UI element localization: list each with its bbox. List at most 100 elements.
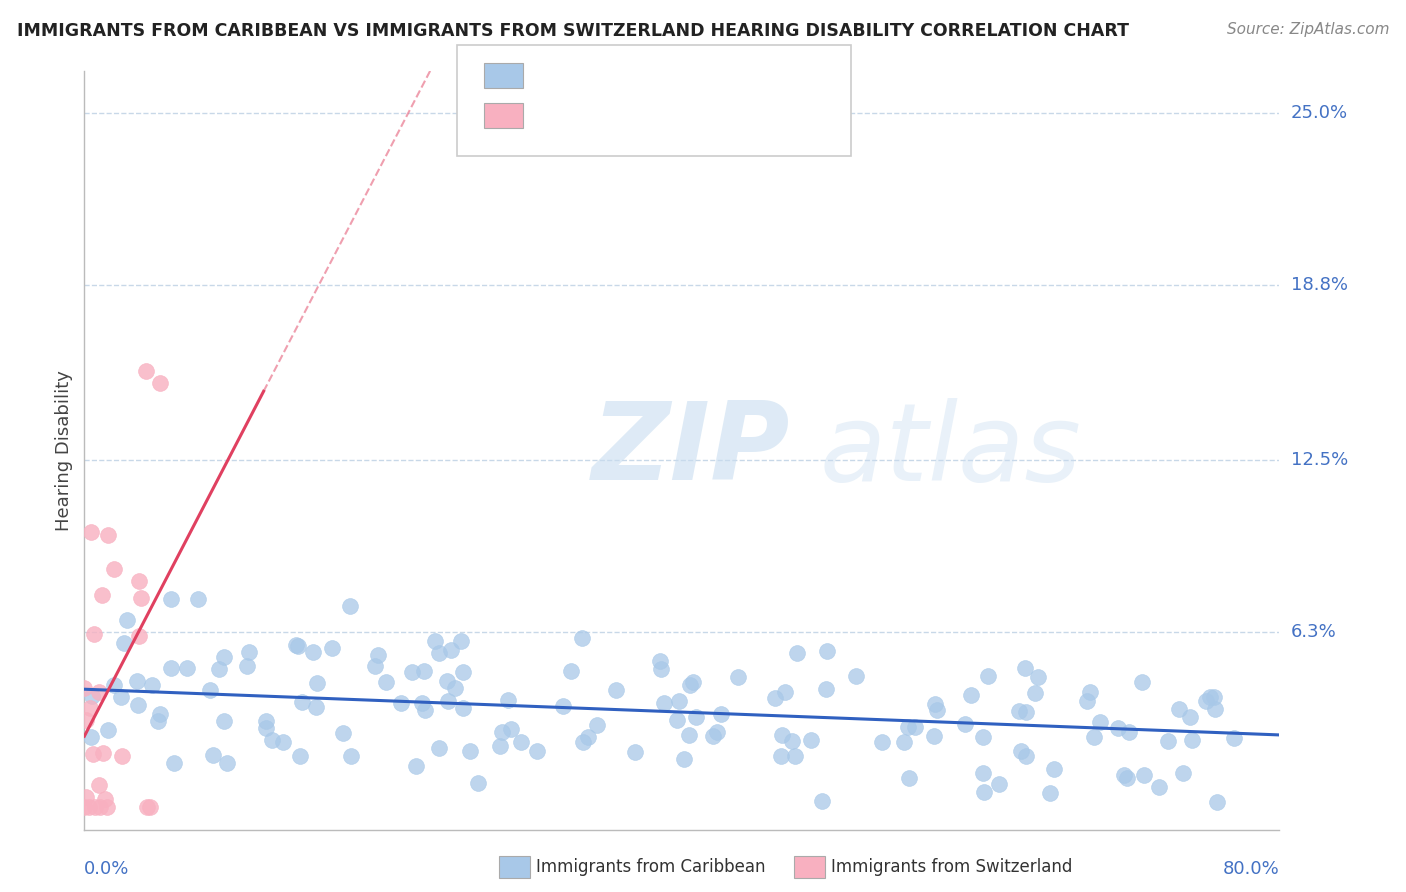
Point xyxy=(672,752,695,766)
Point xyxy=(870,735,893,749)
Point xyxy=(1198,690,1220,704)
Point xyxy=(374,675,396,690)
Point xyxy=(1156,734,1178,748)
Point xyxy=(1205,795,1227,809)
Point xyxy=(215,756,238,770)
Point xyxy=(972,731,994,745)
Point xyxy=(451,700,474,714)
Point xyxy=(898,771,921,785)
Point xyxy=(87,778,110,792)
Point xyxy=(893,735,915,749)
Point xyxy=(770,748,793,763)
Point xyxy=(814,681,837,696)
Point xyxy=(201,748,224,763)
Point xyxy=(702,729,724,743)
Point xyxy=(117,613,139,627)
Point xyxy=(509,734,531,748)
Point xyxy=(710,707,733,722)
Point xyxy=(427,740,450,755)
Point xyxy=(727,670,749,684)
Point xyxy=(1204,701,1226,715)
Point xyxy=(288,749,311,764)
Point xyxy=(305,676,328,690)
Point xyxy=(287,639,309,653)
Point xyxy=(112,636,135,650)
Point xyxy=(80,524,103,539)
Point xyxy=(436,694,458,708)
Point xyxy=(650,662,672,676)
Point xyxy=(1204,690,1226,704)
Point xyxy=(80,731,103,745)
Point xyxy=(82,747,104,762)
Point xyxy=(648,654,671,668)
Point xyxy=(436,673,458,688)
Text: 80.0%: 80.0% xyxy=(1223,860,1279,878)
Point xyxy=(897,720,920,734)
Point xyxy=(187,592,209,607)
Point xyxy=(560,665,582,679)
Text: 0.0%: 0.0% xyxy=(84,860,129,878)
Point xyxy=(988,777,1011,791)
Point xyxy=(149,707,172,722)
Point xyxy=(960,688,983,702)
Point xyxy=(1133,768,1156,782)
Point xyxy=(444,681,467,695)
Point xyxy=(111,749,134,764)
Point xyxy=(212,714,235,728)
Point xyxy=(405,758,427,772)
Point xyxy=(1130,675,1153,690)
Point xyxy=(496,693,519,707)
Point xyxy=(1168,702,1191,716)
Point xyxy=(927,703,949,717)
Point xyxy=(526,744,548,758)
Point xyxy=(340,748,363,763)
Point xyxy=(254,714,277,729)
Point xyxy=(139,800,162,814)
Text: 6.3%: 6.3% xyxy=(1291,624,1336,641)
Text: R =: R = xyxy=(540,67,579,85)
Point xyxy=(103,562,125,576)
Point xyxy=(291,695,314,709)
Point xyxy=(1015,705,1038,719)
Point xyxy=(763,690,786,705)
Point xyxy=(773,685,796,699)
Point xyxy=(1114,768,1136,782)
Point xyxy=(770,728,793,742)
Point xyxy=(89,685,111,699)
Point xyxy=(254,721,277,735)
Point xyxy=(301,645,323,659)
Point xyxy=(125,673,148,688)
Point xyxy=(786,646,808,660)
Point xyxy=(972,765,994,780)
Point xyxy=(489,739,512,753)
Point xyxy=(83,626,105,640)
Text: IMMIGRANTS FROM CARIBBEAN VS IMMIGRANTS FROM SWITZERLAND HEARING DISABILITY CORR: IMMIGRANTS FROM CARIBBEAN VS IMMIGRANTS … xyxy=(17,22,1129,40)
Point xyxy=(1116,771,1139,785)
Point xyxy=(127,698,149,713)
Point xyxy=(467,775,489,789)
Point xyxy=(652,697,675,711)
Point xyxy=(1171,765,1194,780)
Point xyxy=(668,694,690,708)
Point xyxy=(1008,704,1031,718)
Point xyxy=(973,784,995,798)
Point xyxy=(782,734,804,748)
Point xyxy=(1043,762,1066,776)
Point xyxy=(427,646,450,660)
Point xyxy=(679,678,702,692)
Point xyxy=(163,756,186,771)
Text: 27: 27 xyxy=(723,107,748,125)
Text: 25.0%: 25.0% xyxy=(1291,104,1348,122)
Point xyxy=(576,731,599,745)
Point xyxy=(91,747,114,761)
Text: 12.5%: 12.5% xyxy=(1291,451,1348,469)
Point xyxy=(1181,733,1204,747)
Point xyxy=(623,746,645,760)
Point xyxy=(1178,710,1201,724)
Point xyxy=(571,735,593,749)
Point xyxy=(141,678,163,692)
Text: R =: R = xyxy=(540,107,585,125)
Point xyxy=(79,701,101,715)
Point xyxy=(75,789,97,804)
Point xyxy=(198,683,221,698)
